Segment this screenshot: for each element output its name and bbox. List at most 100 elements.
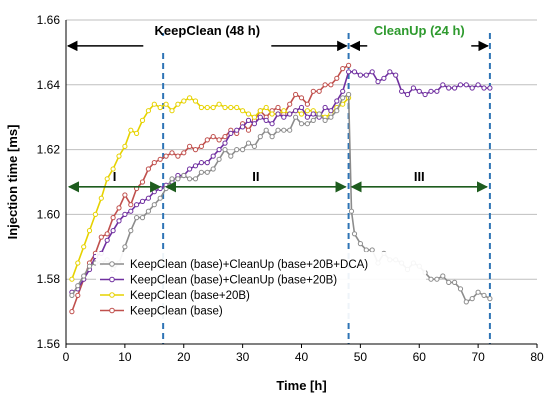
data-point — [110, 215, 116, 221]
data-point — [416, 88, 422, 94]
data-point — [251, 121, 257, 127]
legend-swatch-marker — [109, 276, 115, 283]
data-point — [463, 82, 469, 88]
data-point — [216, 137, 222, 143]
data-point — [340, 88, 346, 94]
data-point — [369, 69, 375, 75]
data-point — [228, 153, 234, 159]
data-point — [192, 176, 199, 182]
data-point — [251, 114, 257, 120]
data-point — [240, 147, 246, 153]
data-point — [446, 85, 452, 91]
data-point — [428, 276, 434, 282]
y-tick-label: 1.60 — [37, 207, 61, 221]
data-point — [328, 108, 334, 114]
y-axis-title: Injection time [ms] — [5, 125, 20, 240]
data-point — [198, 169, 204, 175]
data-point — [457, 286, 464, 292]
data-point — [369, 247, 375, 253]
data-point — [234, 104, 240, 111]
data-point — [304, 114, 310, 120]
y-tick-label: 1.56 — [37, 337, 61, 351]
data-point — [346, 91, 352, 98]
data-point — [157, 156, 163, 162]
data-point — [234, 147, 240, 153]
series-layer — [69, 62, 493, 315]
data-point — [181, 172, 187, 179]
data-point — [310, 117, 316, 124]
data-point — [216, 101, 222, 107]
data-point — [210, 104, 216, 111]
data-point — [128, 202, 134, 208]
legend-entry: KeepClean (base)+CleanUp (base+20B+DCA) — [130, 259, 368, 271]
data-point — [204, 104, 210, 111]
data-point — [181, 98, 187, 104]
data-point — [92, 211, 99, 217]
x-tick-label: 10 — [118, 350, 132, 364]
data-point — [104, 237, 110, 243]
data-point — [134, 130, 140, 136]
data-point — [457, 82, 464, 88]
data-point — [139, 198, 146, 204]
data-point — [69, 309, 75, 315]
data-point — [399, 88, 405, 94]
data-point — [139, 117, 146, 124]
x-tick-label: 70 — [471, 350, 485, 364]
data-point — [263, 117, 269, 124]
phase-label: CleanUp (24 h) — [374, 23, 465, 38]
data-point — [198, 143, 204, 149]
data-point — [175, 153, 181, 159]
data-point — [257, 114, 263, 120]
data-point — [275, 111, 281, 117]
data-point — [222, 134, 228, 140]
data-point — [351, 231, 358, 237]
data-point — [304, 121, 310, 127]
data-point — [75, 260, 81, 266]
data-point — [122, 192, 128, 198]
x-tick-label: 60 — [413, 350, 427, 364]
data-point — [348, 208, 355, 214]
data-point — [452, 279, 458, 285]
data-point — [192, 163, 199, 169]
data-point — [463, 299, 469, 305]
data-point — [210, 153, 216, 159]
data-point — [328, 114, 334, 120]
data-point — [157, 195, 163, 201]
legend-entry: KeepClean (base+20B) — [130, 290, 250, 302]
data-point — [275, 104, 281, 111]
x-tick-label: 80 — [530, 350, 544, 364]
data-point — [334, 75, 340, 81]
data-point — [304, 108, 310, 114]
data-point — [228, 130, 234, 136]
data-point — [163, 101, 169, 107]
data-point — [298, 95, 305, 101]
data-point — [293, 108, 299, 114]
data-point — [128, 208, 134, 214]
data-point — [316, 88, 322, 94]
data-point — [322, 104, 328, 111]
data-point — [69, 292, 75, 298]
data-point — [363, 247, 369, 253]
data-point — [134, 215, 140, 221]
data-point — [145, 108, 151, 114]
data-point — [328, 82, 334, 88]
region-label: II — [252, 169, 259, 184]
x-tick-label: 20 — [177, 350, 191, 364]
data-point — [293, 91, 299, 98]
data-point — [475, 289, 481, 295]
data-point — [81, 244, 87, 250]
x-tick-label: 30 — [236, 350, 250, 364]
data-point — [192, 147, 199, 153]
x-axis-title: Time [h] — [276, 378, 326, 393]
data-point — [98, 195, 104, 201]
data-point — [257, 134, 263, 140]
data-point — [187, 95, 193, 101]
data-point — [104, 176, 110, 182]
legend-entry: KeepClean (base)+CleanUp (base+20B) — [130, 275, 337, 287]
data-point — [86, 263, 93, 269]
data-point — [469, 296, 475, 302]
data-point — [216, 156, 222, 162]
data-point — [346, 62, 352, 69]
data-point — [228, 104, 234, 111]
data-point — [163, 153, 169, 159]
